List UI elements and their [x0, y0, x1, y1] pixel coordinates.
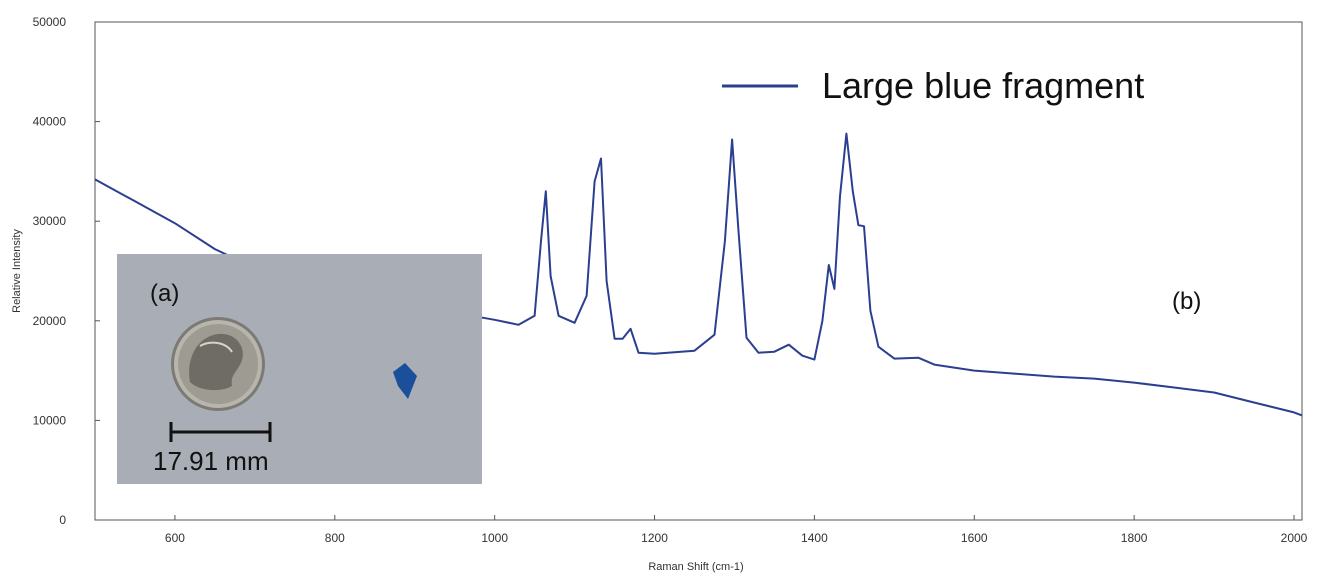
x-tick-label: 1400 — [801, 531, 828, 545]
plot-frame — [94, 21, 1303, 521]
x-axis-ticks: 600 800 1000 1200 1400 1600 1800 2000 — [165, 515, 1308, 545]
legend-label: Large blue fragment — [822, 65, 1144, 106]
x-tick-label: 600 — [165, 531, 185, 545]
y-tick-label: 0 — [59, 513, 66, 527]
y-axis-title: Relative Intensity — [11, 229, 23, 313]
y-axis-ticks: 0 10000 20000 30000 40000 50000 — [33, 15, 100, 527]
y-tick-label: 20000 — [33, 314, 67, 328]
inset-photo: (a) 17.91 mm — [117, 254, 482, 484]
blue-fragment-icon — [393, 363, 417, 399]
x-axis-title: Raman Shift (cm-1) — [648, 561, 743, 573]
y-tick-label: 40000 — [33, 115, 67, 129]
x-tick-label: 2000 — [1281, 531, 1308, 545]
y-tick-label: 10000 — [33, 413, 67, 427]
y-tick-label: 30000 — [33, 214, 67, 228]
series-line-large-blue-fragment — [94, 132, 1303, 417]
panel-b-label: (b) — [1172, 288, 1201, 315]
y-tick-label: 50000 — [33, 15, 67, 29]
dime-coin-icon — [171, 317, 265, 411]
scale-bar — [169, 422, 272, 442]
x-tick-label: 1600 — [961, 531, 988, 545]
scale-bar-label: 17.91 mm — [153, 446, 269, 476]
x-tick-label: 1800 — [1121, 531, 1148, 545]
panel-a-label: (a) — [150, 280, 179, 307]
x-tick-label: 1000 — [481, 531, 508, 545]
legend: Large blue fragment — [722, 65, 1144, 106]
x-tick-label: 1200 — [641, 531, 668, 545]
x-tick-label: 800 — [325, 531, 345, 545]
